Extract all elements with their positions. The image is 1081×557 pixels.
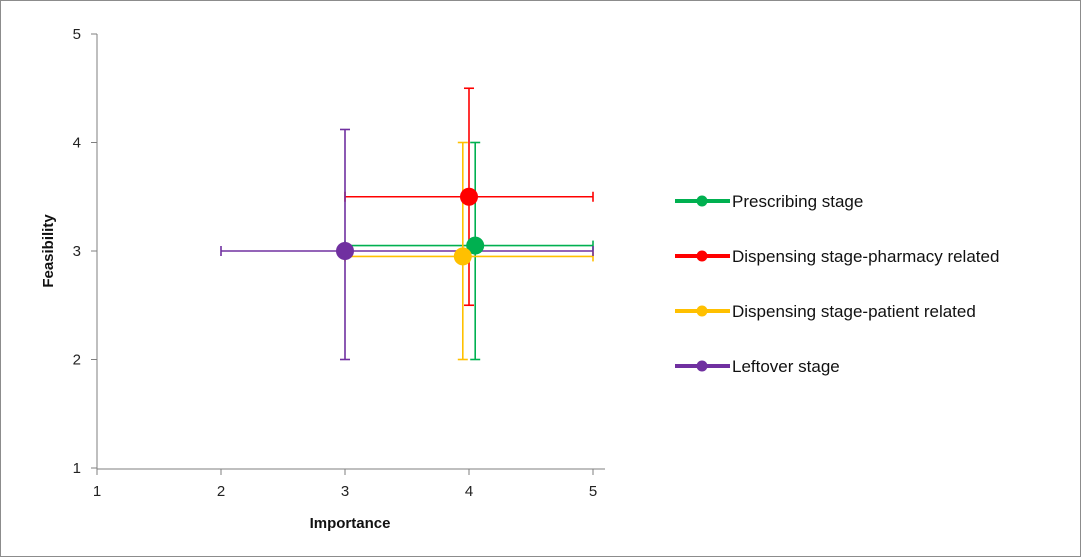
y-tick-label: 3 [73, 243, 81, 260]
y-tick-label: 2 [73, 352, 81, 369]
data-point [453, 247, 472, 266]
data-point [336, 242, 354, 260]
legend-marker [696, 360, 708, 372]
y-axis-title: Feasibility [40, 214, 57, 288]
x-tick-label: 3 [341, 483, 349, 500]
x-axis-title: Importance [310, 515, 391, 532]
data-point [466, 236, 485, 255]
error-bars [220, 87, 594, 361]
y-tick-label: 5 [73, 26, 81, 43]
data-point [460, 187, 478, 206]
y-tick-label: 1 [73, 460, 81, 477]
x-tick-label: 4 [465, 483, 473, 500]
legend-label: Dispensing stage-patient related [732, 302, 976, 321]
y-tick-label: 4 [73, 135, 81, 152]
legend-label: Dispensing stage-pharmacy related [732, 247, 999, 266]
legend-marker [696, 305, 708, 317]
legend: Prescribing stage Dispensing stage-pharma… [675, 192, 999, 376]
x-tick-label: 1 [93, 483, 101, 500]
x-tick-label: 2 [217, 483, 225, 500]
axis-ticks: 1 2 3 4 5 1 2 3 4 5 [73, 26, 598, 500]
x-tick-label: 5 [589, 483, 597, 500]
legend-label: Leftover stage [732, 357, 840, 376]
legend-label: Prescribing stage [732, 192, 863, 211]
data-points [336, 187, 485, 266]
legend-marker [696, 195, 708, 207]
legend-marker [696, 250, 708, 262]
